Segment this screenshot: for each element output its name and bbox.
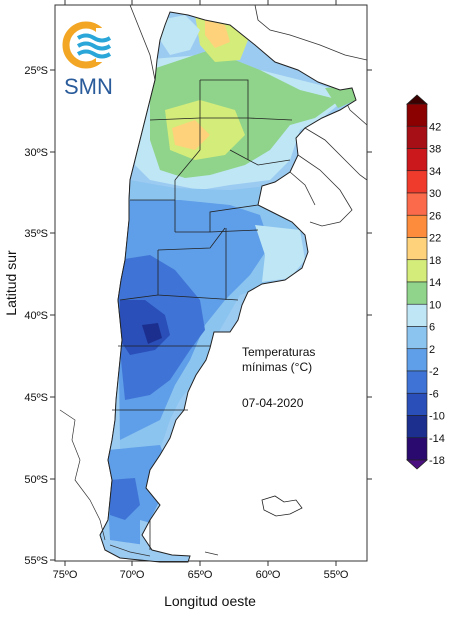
argentina-outline — [99, 11, 357, 563]
colorbar-cell — [406, 437, 428, 461]
colorbar-label: 18 — [429, 255, 441, 267]
colorbar-cell — [406, 125, 428, 149]
colorbar-label: 22 — [429, 233, 441, 245]
colorbar-cell — [406, 214, 428, 238]
map-date: 07-04-2020 — [242, 396, 304, 410]
wave-icon — [76, 33, 112, 43]
lat-tick-label: 25ºS — [24, 65, 48, 77]
map-title-line1: Temperaturas — [242, 345, 315, 359]
lat-tick-label: 40ºS — [24, 310, 48, 322]
colorbar-cell — [406, 415, 428, 439]
colorbar-label: 2 — [429, 344, 435, 356]
lon-tick-label: 65ºO — [188, 569, 213, 581]
colorbar-cell — [406, 348, 428, 372]
map-title-line2: mínimas (°C) — [242, 360, 312, 374]
lon-tick-label: 55ºO — [324, 569, 349, 581]
colorbar-cell — [406, 326, 428, 350]
x-axis-title: Longitud oeste — [164, 593, 256, 609]
colorbar-label: 14 — [429, 277, 441, 289]
colorbar: 42 38 34 30 26 22 18 14 10 6 2 -2 -6 -10 -14 -18 — [405, 94, 445, 470]
lon-tick-label: 70ºO — [120, 569, 145, 581]
colorbar-label: 6 — [429, 322, 435, 334]
y-axis-title: Latitud sur — [3, 250, 19, 316]
lon-tick-label: 75ºO — [53, 569, 78, 581]
lat-tick-labels: 25ºS 30ºS 35ºS 40ºS 45ºS 50ºS 55ºS — [24, 65, 48, 567]
colorbar-label: 42 — [429, 121, 441, 133]
colorbar-cell — [406, 370, 428, 394]
colorbar-label: 30 — [429, 188, 441, 200]
colorbar-label: -14 — [429, 433, 445, 445]
lat-tick-label: 50ºS — [24, 474, 48, 486]
colorbar-label: 10 — [429, 299, 441, 311]
logo-text: SMN — [64, 74, 113, 99]
colorbar-cell — [406, 237, 428, 261]
colorbar-label: -2 — [429, 366, 439, 378]
lat-tick-label: 35ºS — [24, 228, 48, 240]
malvinas-islands — [261, 495, 303, 517]
colorbar-cell — [406, 192, 428, 216]
colorbar-label: 34 — [429, 166, 441, 178]
colorbar-top-arrow — [405, 94, 429, 105]
lon-tick-labels: 75ºO 70ºO 65ºO 60ºO 55ºO — [53, 569, 349, 581]
lon-tick-label: 60ºO — [256, 569, 281, 581]
lat-tick-label: 30ºS — [24, 147, 48, 159]
colorbar-bottom-arrow — [405, 459, 429, 470]
colorbar-cell — [406, 148, 428, 172]
colorbar-label: -18 — [429, 455, 445, 467]
southern-islands — [59, 409, 219, 557]
colorbar-label: 26 — [429, 210, 441, 222]
smn-logo: SMN — [62, 21, 114, 99]
colorbar-cell — [406, 170, 428, 194]
colorbar-label: -6 — [429, 388, 439, 400]
tick-marks — [50, 0, 372, 566]
colorbar-label: 38 — [429, 144, 441, 156]
colorbar-label: -10 — [429, 411, 445, 423]
colorbar-cell — [406, 392, 428, 416]
colorbar-cell — [406, 103, 428, 127]
lat-tick-label: 45ºS — [24, 392, 48, 404]
province-borders — [112, 79, 293, 550]
colorbar-cell — [406, 259, 428, 283]
colorbar-cell — [406, 281, 428, 305]
lat-tick-label: 55ºS — [24, 555, 48, 567]
colorbar-cell — [406, 303, 428, 327]
